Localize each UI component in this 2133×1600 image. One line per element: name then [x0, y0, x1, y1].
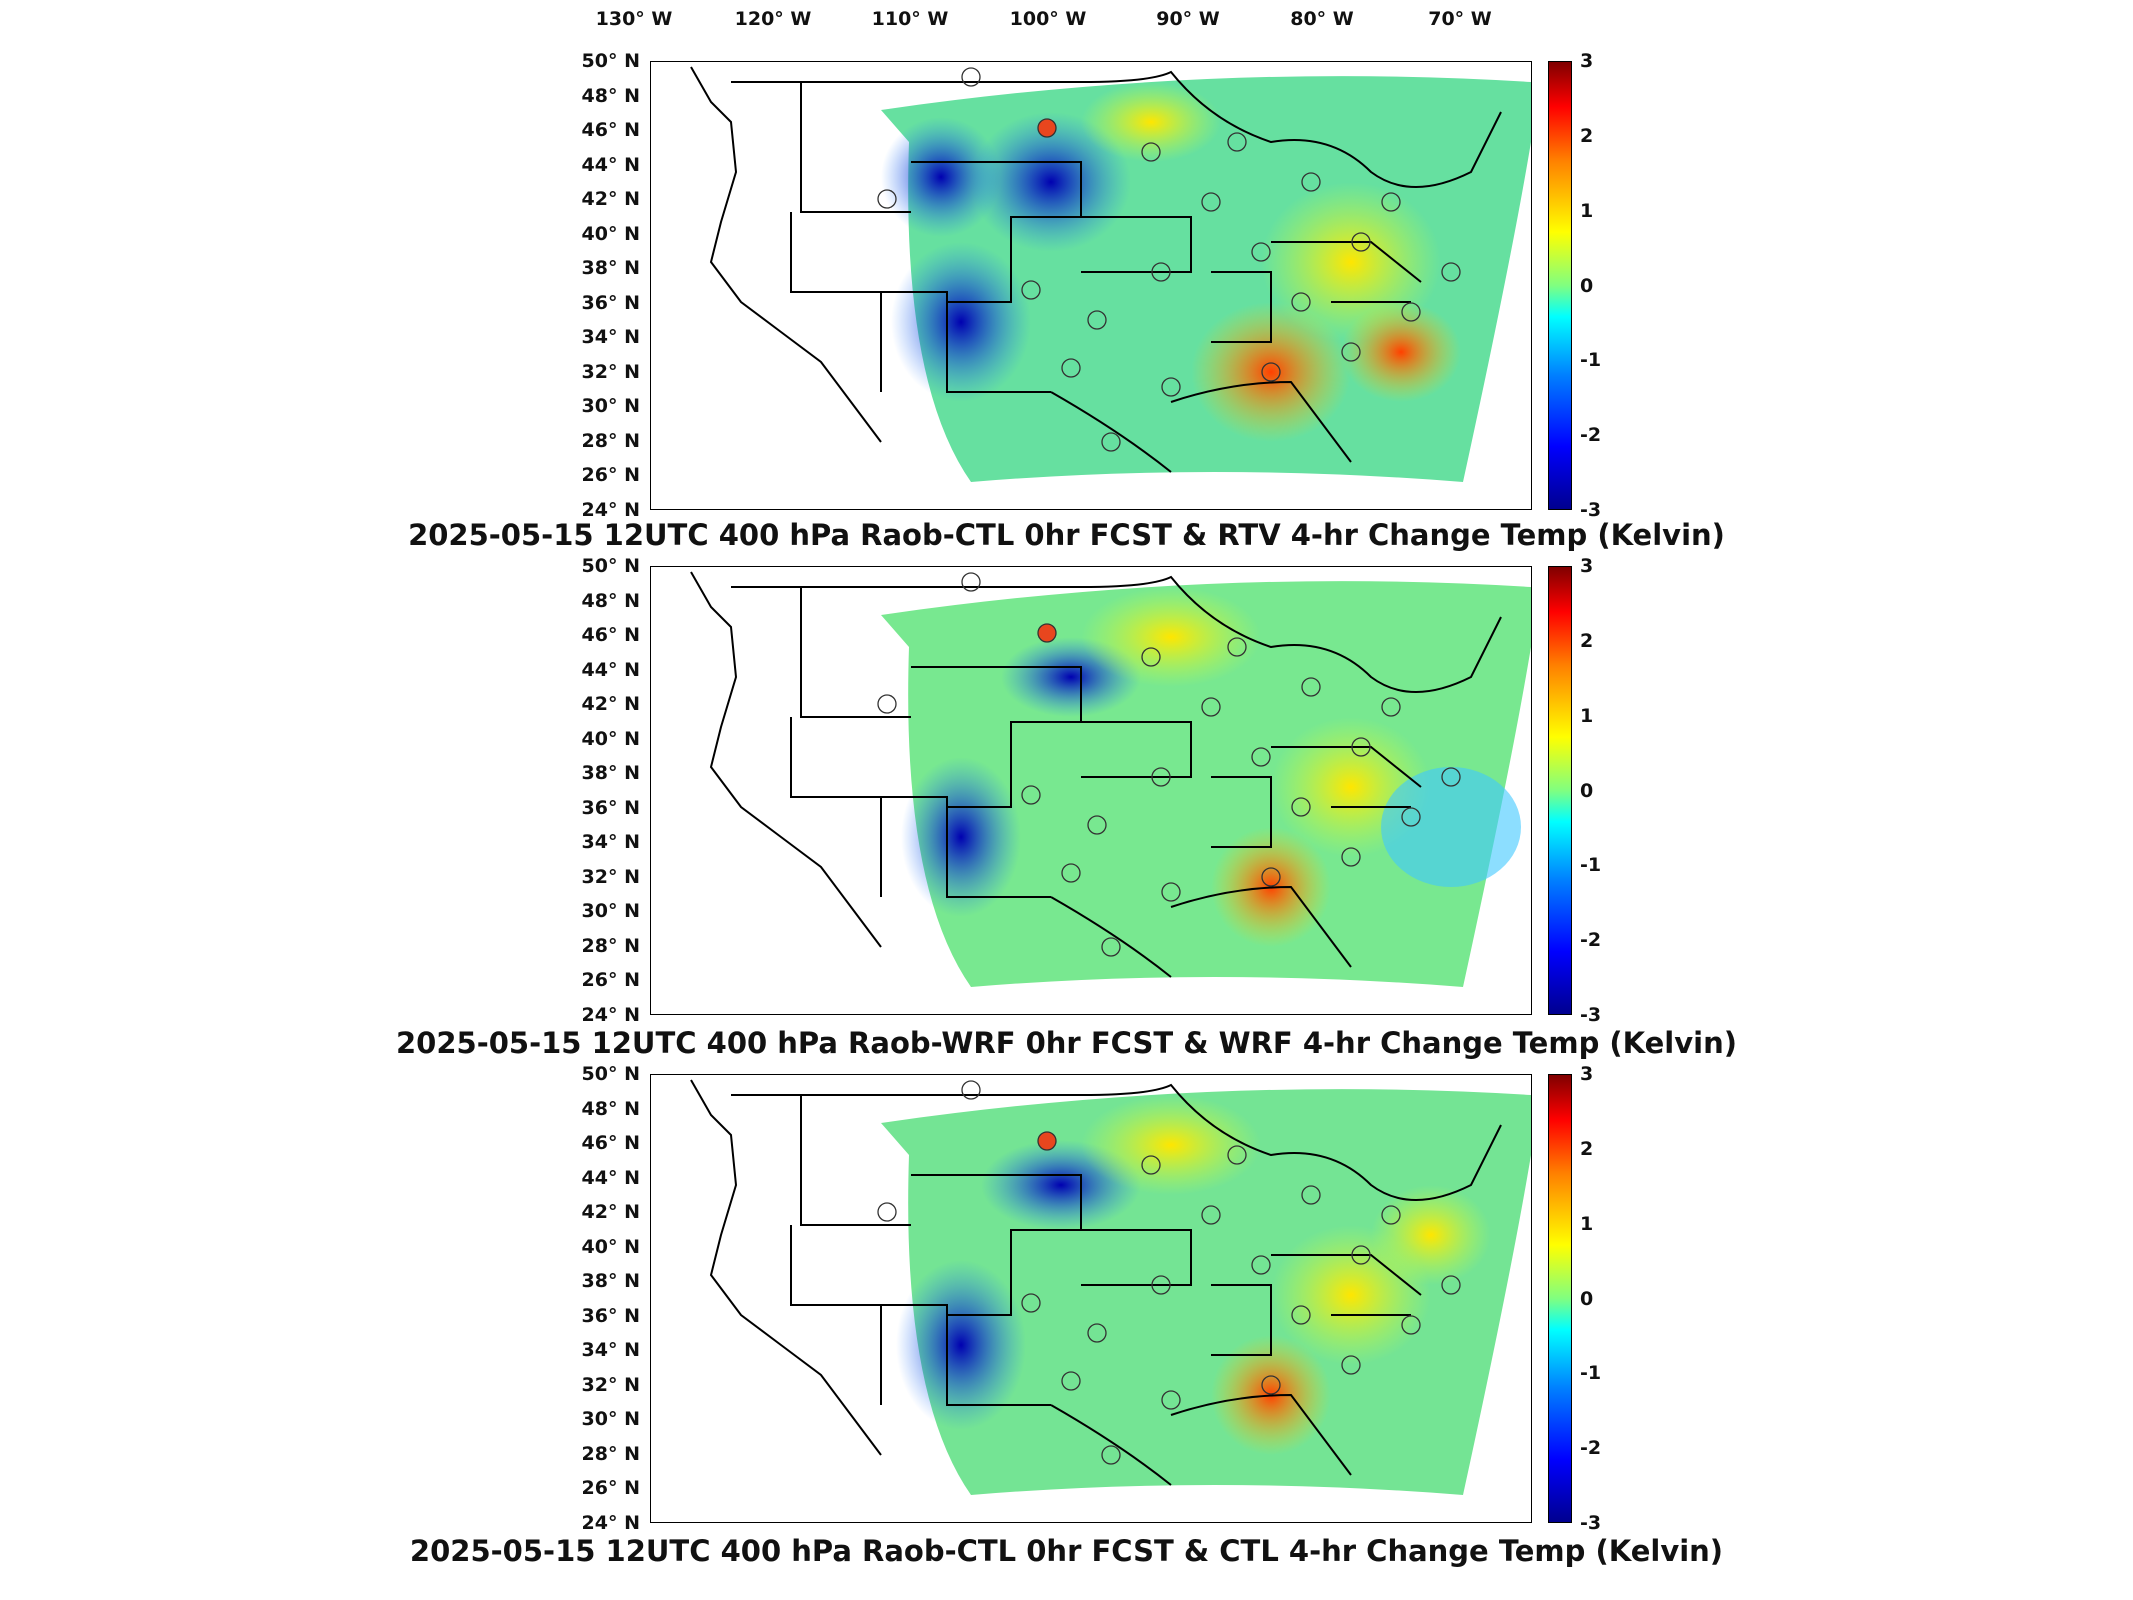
- colorbar-tick: 2: [1580, 1137, 1594, 1160]
- panel-title: 2025-05-15 12UTC 400 hPa Raob-WRF 0hr FC…: [395, 1026, 1737, 1060]
- lat-label: 44° N: [581, 1166, 640, 1189]
- colorbar-tick: -3: [1580, 499, 1602, 521]
- lat-label: 24° N: [581, 499, 640, 521]
- lon-label-110w: 110° W: [871, 8, 949, 30]
- colorbar-tick: -1: [1580, 1362, 1602, 1385]
- lat-label: 40° N: [581, 1235, 640, 1258]
- lat-label: 48° N: [581, 84, 640, 107]
- lon-label-80w: 80° W: [1290, 8, 1354, 30]
- map-frame: [650, 1074, 1532, 1523]
- lat-label: 48° N: [581, 589, 640, 612]
- lat-label: 46° N: [581, 1132, 640, 1155]
- lat-label: 44° N: [581, 658, 640, 681]
- lon-label-100w: 100° W: [1009, 8, 1087, 30]
- lat-label: 42° N: [581, 188, 640, 211]
- lat-label: 46° N: [581, 624, 640, 647]
- lat-label: 38° N: [581, 257, 640, 280]
- lon-label-120w: 120° W: [734, 8, 812, 30]
- lat-label: 34° N: [581, 831, 640, 854]
- lat-label: 32° N: [581, 360, 640, 383]
- lat-label: 46° N: [581, 119, 640, 142]
- lat-label: 34° N: [581, 1339, 640, 1362]
- lon-label-70w: 70° W: [1428, 8, 1492, 30]
- colorbar-tick: 2: [1580, 629, 1594, 652]
- lat-label: 28° N: [581, 1442, 640, 1465]
- colorbar-tick: -1: [1580, 854, 1602, 877]
- lat-label: 40° N: [581, 727, 640, 750]
- lat-label: 30° N: [581, 1408, 640, 1431]
- lat-label: 36° N: [581, 291, 640, 314]
- map-frame: [650, 566, 1532, 1015]
- colorbar: [1548, 61, 1572, 510]
- colorbar-tick: 1: [1580, 704, 1594, 727]
- lat-label: 50° N: [581, 555, 640, 577]
- map-frame: [650, 61, 1532, 510]
- lat-label: 24° N: [581, 1512, 640, 1534]
- map-canvas: [690, 571, 1531, 987]
- lat-label: 24° N: [581, 1004, 640, 1026]
- colorbar-tick: 3: [1580, 1063, 1594, 1085]
- lon-label-90w: 90° W: [1156, 8, 1220, 30]
- lat-label: 50° N: [581, 1063, 640, 1085]
- colorbar-tick: 3: [1580, 555, 1594, 577]
- lat-label: 36° N: [581, 1304, 640, 1327]
- lat-label: 28° N: [581, 934, 640, 957]
- lat-label: 50° N: [581, 50, 640, 72]
- lat-label: 26° N: [581, 464, 640, 487]
- colorbar-tick: -3: [1580, 1004, 1602, 1026]
- lat-label: 40° N: [581, 222, 640, 245]
- lon-label-130w: 130° W: [595, 8, 673, 30]
- lat-label: 38° N: [581, 1270, 640, 1293]
- colorbar: [1548, 1074, 1572, 1523]
- lat-label: 34° N: [581, 326, 640, 349]
- lat-label: 32° N: [581, 865, 640, 888]
- colorbar-tick: 0: [1580, 274, 1594, 297]
- lat-label: 44° N: [581, 153, 640, 176]
- map-canvas: [690, 66, 1531, 482]
- colorbar-tick: 0: [1580, 779, 1594, 802]
- map-canvas: [690, 1079, 1531, 1495]
- lat-label: 30° N: [581, 900, 640, 923]
- lat-label: 26° N: [581, 1477, 640, 1500]
- lat-label: 26° N: [581, 969, 640, 992]
- colorbar-tick: 0: [1580, 1287, 1594, 1310]
- lat-label: 30° N: [581, 395, 640, 418]
- colorbar: [1548, 566, 1572, 1015]
- lat-label: 36° N: [581, 796, 640, 819]
- colorbar-tick: -1: [1580, 349, 1602, 372]
- lat-label: 48° N: [581, 1097, 640, 1120]
- colorbar-tick: -3: [1580, 1512, 1602, 1534]
- lat-label: 32° N: [581, 1373, 640, 1396]
- colorbar-tick: -2: [1580, 424, 1602, 447]
- panel-title: 2025-05-15 12UTC 400 hPa Raob-CTL 0hr FC…: [409, 1534, 1724, 1568]
- colorbar-tick: -2: [1580, 929, 1602, 952]
- lat-label: 38° N: [581, 762, 640, 785]
- colorbar-tick: 2: [1580, 124, 1594, 147]
- colorbar-tick: 1: [1580, 1212, 1594, 1235]
- lat-label: 42° N: [581, 693, 640, 716]
- lat-label: 28° N: [581, 429, 640, 452]
- colorbar-tick: 1: [1580, 199, 1594, 222]
- colorbar-tick: -2: [1580, 1437, 1602, 1460]
- colorbar-tick: 3: [1580, 50, 1594, 72]
- lat-label: 42° N: [581, 1201, 640, 1224]
- longitude-axis: 130° W 120° W 110° W 100° W 90° W 80° W …: [0, 0, 2133, 40]
- panel-title: 2025-05-15 12UTC 400 hPa Raob-CTL 0hr FC…: [408, 518, 1725, 552]
